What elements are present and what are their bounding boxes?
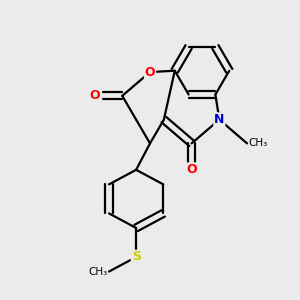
Text: N: N [214,113,224,126]
Text: O: O [186,163,197,176]
Text: O: O [145,66,155,79]
Text: CH₃: CH₃ [249,138,268,148]
Text: S: S [132,250,141,263]
Text: O: O [90,89,101,102]
Text: CH₃: CH₃ [88,266,108,277]
